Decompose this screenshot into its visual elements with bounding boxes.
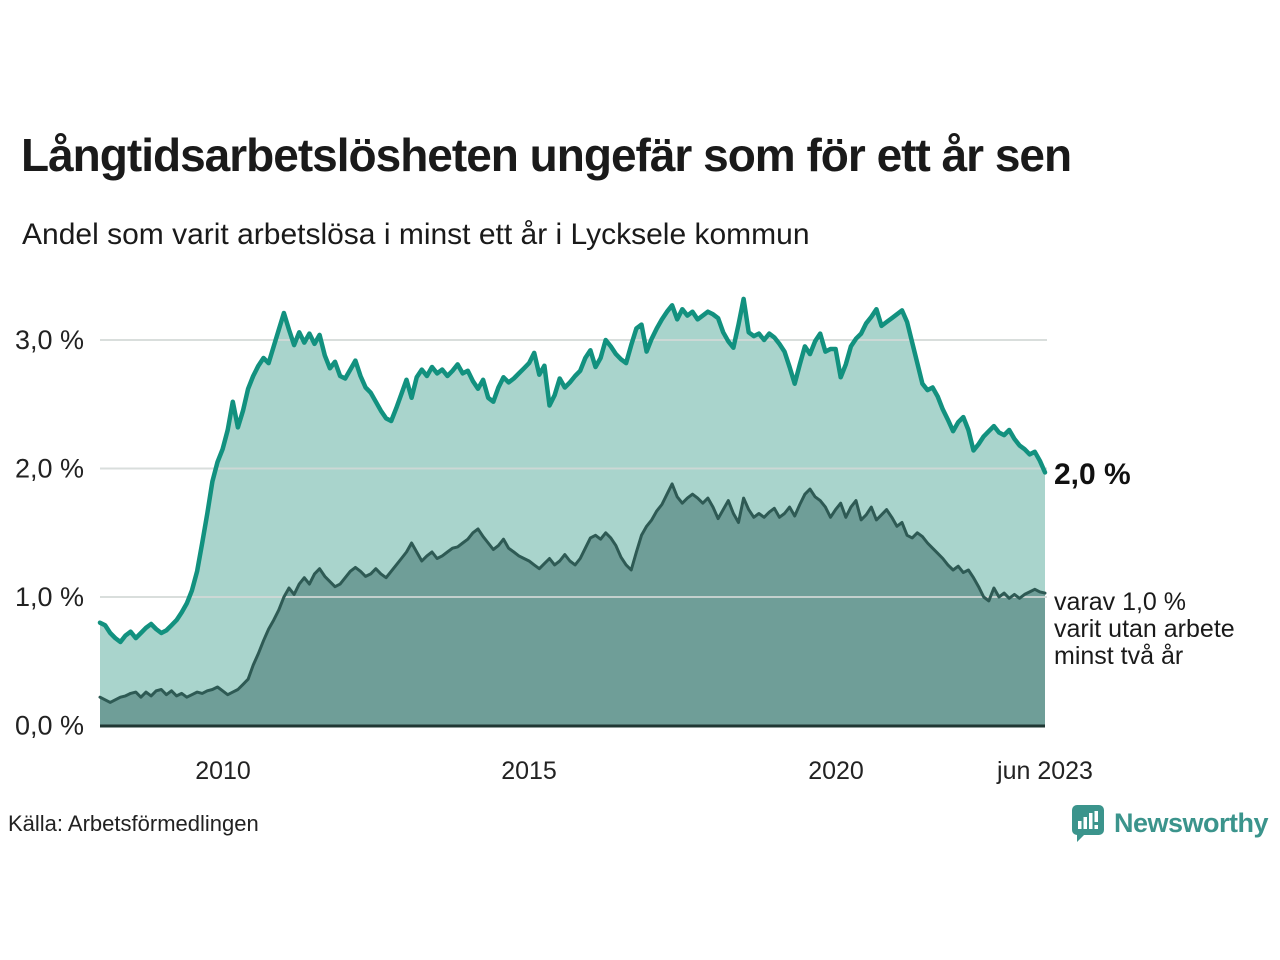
brand-logo: Newsworthy bbox=[1070, 802, 1269, 844]
x-tick-label: 2020 bbox=[808, 757, 864, 785]
chart-subtitle: Andel som varit arbetslösa i minst ett å… bbox=[22, 218, 810, 251]
x-tick-label: 2010 bbox=[195, 757, 251, 785]
x-tick-label: jun 2023 bbox=[996, 757, 1093, 785]
line-unemployed-1yr bbox=[97, 296, 1048, 645]
y-tick-label: 1,0 % bbox=[15, 582, 84, 612]
line-unemployed-2yr bbox=[98, 482, 1047, 704]
source-credit: Källa: Arbetsförmedlingen bbox=[8, 811, 259, 836]
latest-value-label: 2,0 % bbox=[1054, 458, 1131, 491]
x-tick-label: 2015 bbox=[501, 757, 557, 785]
page-title: Långtidsarbetslösheten ungefär som för e… bbox=[21, 129, 1072, 181]
brand-name: Newsworthy bbox=[1113, 807, 1269, 838]
y-tick-label: 0,0 % bbox=[15, 711, 84, 741]
secondary-series-label: varav 1,0 % varit utan arbete minst två … bbox=[1054, 588, 1235, 670]
y-tick-label: 3,0 % bbox=[15, 325, 84, 355]
y-tick-label: 2,0 % bbox=[15, 454, 84, 484]
area-unemployed-2yr bbox=[100, 483, 1045, 726]
newsworthy-logo-icon bbox=[1071, 805, 1104, 842]
